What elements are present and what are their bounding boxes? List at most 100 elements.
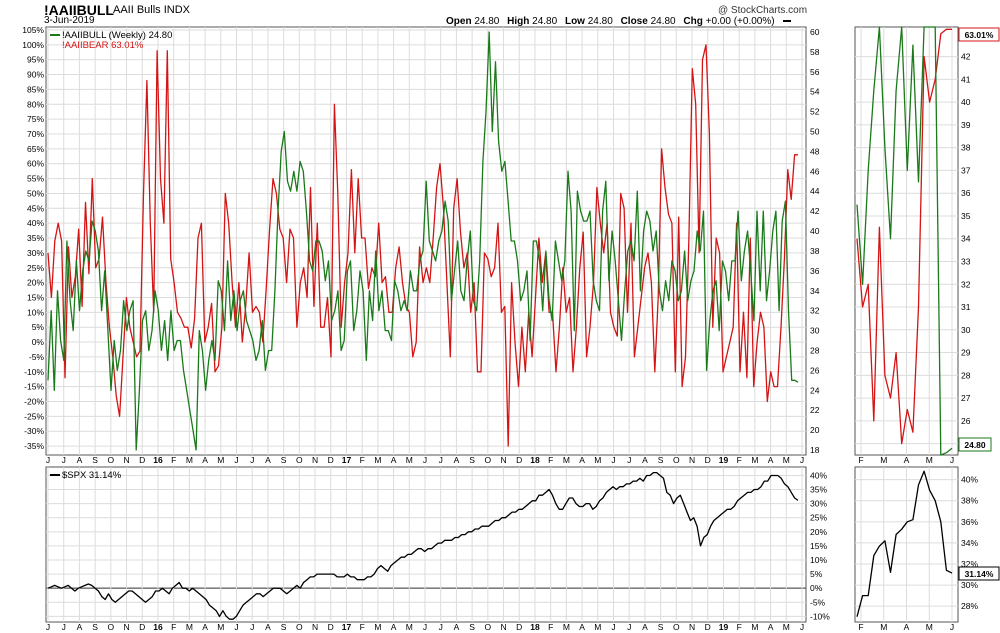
main-x-tick-label: A	[768, 455, 774, 465]
zoom-main-right-tick-label: 39	[961, 120, 971, 130]
main-left-tick-label: 60%	[27, 159, 44, 169]
spx-x-tick-label: N	[312, 622, 318, 632]
spx-x-tick-label: S	[469, 622, 475, 632]
main-left-tick-label: 40%	[27, 218, 44, 228]
spx-x-tick-label: M	[751, 622, 758, 632]
spx-x-tick-label: F	[360, 622, 365, 632]
main-x-tick-label: M	[217, 455, 224, 465]
spx-x-tick-label: J	[62, 622, 66, 632]
spx-x-tick-label: S	[92, 622, 98, 632]
bears-last-value-label: 63.01%	[965, 30, 994, 40]
zoom-main-x-tick-label: M	[880, 455, 887, 465]
main-left-tick-label: 30%	[27, 248, 44, 258]
main-right-tick-label: 34	[810, 286, 820, 296]
bears-series-line	[47, 44, 798, 447]
main-right-tick-label: 40	[810, 226, 820, 236]
ohlc-low-value: 24.80	[587, 16, 613, 27]
main-left-tick-label: 80%	[27, 99, 44, 109]
zoom-main-right-tick-label: 30	[961, 325, 971, 335]
spx-x-tick-label: 18	[530, 622, 540, 632]
collapse-dash-icon[interactable]	[783, 20, 792, 23]
main-right-tick-label: 32	[810, 306, 820, 316]
ohlc-change-value: +0.00 (+0.00%)	[705, 16, 775, 27]
zoom-main-right-tick-label: 42	[961, 52, 971, 62]
instrument-name: AAII Bulls INDX	[113, 4, 191, 16]
zoom-main-right-tick-label: 36	[961, 188, 971, 198]
main-right-tick-label: 38	[810, 246, 820, 256]
spx-x-tick-label: F	[548, 622, 553, 632]
main-left-tick-label: 70%	[27, 129, 44, 139]
main-left-tick-label: 50%	[27, 188, 44, 198]
main-left-tick-label: 100%	[22, 40, 44, 50]
spx-x-tick-label: M	[374, 622, 381, 632]
main-left-tick-label: -20%	[24, 397, 44, 407]
main-left-tick-label: -25%	[24, 411, 44, 421]
spx-x-tick-label: S	[281, 622, 287, 632]
main-x-tick-label: 18	[530, 455, 540, 465]
spx-x-tick-label: D	[705, 622, 711, 632]
main-x-tick-label: F	[171, 455, 176, 465]
main-x-tick-label: D	[705, 455, 711, 465]
spx-x-tick-label: J	[627, 622, 631, 632]
spx-panel	[45, 466, 807, 623]
main-x-tick-label: D	[516, 455, 522, 465]
main-right-tick-label: 44	[810, 186, 820, 196]
zoom-spx-right-tick-label: 40%	[961, 475, 978, 485]
ohlc-close-label: Close	[620, 16, 648, 27]
spx-right-tick-label: 15%	[810, 541, 827, 551]
zoom-main-right-tick-label: 32	[961, 279, 971, 289]
spx-x-tick-label: J	[439, 622, 443, 632]
spx-x-tick-label: O	[673, 622, 680, 632]
zoom-main-right-tick-label: 38	[961, 143, 971, 153]
main-x-tick-label: O	[108, 455, 115, 465]
zoom-main-right-tick-label: 27	[961, 393, 971, 403]
zoom-main-right-tick-label: 31	[961, 302, 971, 312]
main-x-tick-label: M	[186, 455, 193, 465]
main-x-tick-label: J	[627, 455, 631, 465]
spx-x-tick-label: A	[642, 622, 648, 632]
main-right-tick-label: 28	[810, 345, 820, 355]
spx-x-tick-label: O	[485, 622, 492, 632]
spx-right-tick-label: -5%	[810, 597, 826, 607]
spx-x-tick-label: M	[594, 622, 601, 632]
main-x-tick-label: O	[296, 455, 303, 465]
bears-last-value-box	[958, 27, 1000, 42]
main-x-tick-label: 16	[153, 455, 163, 465]
main-x-tick-label: A	[579, 455, 585, 465]
spx-x-tick-label: A	[454, 622, 460, 632]
main-right-tick-label: 30	[810, 326, 820, 336]
zoom-spx-right-tick-label: 36%	[961, 517, 978, 527]
spx-x-tick-label: A	[77, 622, 83, 632]
main-right-tick-label: 42	[810, 206, 820, 216]
ticker-symbol: !AAIIBULL	[44, 2, 114, 18]
spx-x-tick-label: A	[202, 622, 208, 632]
zoom-main-x-tick-label: J	[950, 455, 954, 465]
main-x-tick-label: M	[783, 455, 790, 465]
spx-x-tick-label: M	[186, 622, 193, 632]
main-x-tick-label: J	[439, 455, 443, 465]
main-x-tick-label: S	[281, 455, 287, 465]
zoom-main-right-tick-label: 41	[961, 74, 971, 84]
main-x-tick-label: A	[454, 455, 460, 465]
spx-right-tick-label: 5%	[810, 569, 823, 579]
spx-right-tick-label: -10%	[810, 611, 830, 621]
main-x-tick-label: M	[374, 455, 381, 465]
spx-x-tick-label: J	[234, 622, 238, 632]
spx-x-tick-label: J	[611, 622, 615, 632]
main-right-tick-label: 20	[810, 425, 820, 435]
ohlc-low-label: Low	[564, 16, 585, 27]
main-left-tick-label: -5%	[29, 352, 45, 362]
spx-x-tick-label: 16	[153, 622, 163, 632]
main-x-tick-label: F	[737, 455, 742, 465]
main-left-tick-label: 35%	[27, 233, 44, 243]
main-x-tick-label: D	[139, 455, 145, 465]
main-x-tick-label: J	[800, 455, 804, 465]
ohlc-readout: Open 24.80 High 24.80 Low 24.80 Close 24…	[446, 16, 792, 27]
main-x-tick-label: M	[563, 455, 570, 465]
main-left-tick-label: 90%	[27, 70, 44, 80]
main-x-tick-label: S	[658, 455, 664, 465]
spx-x-tick-label: 19	[719, 622, 729, 632]
main-right-tick-label: 26	[810, 365, 820, 375]
main-right-tick-label: 54	[810, 87, 820, 97]
spx-x-tick-label: J	[423, 622, 427, 632]
